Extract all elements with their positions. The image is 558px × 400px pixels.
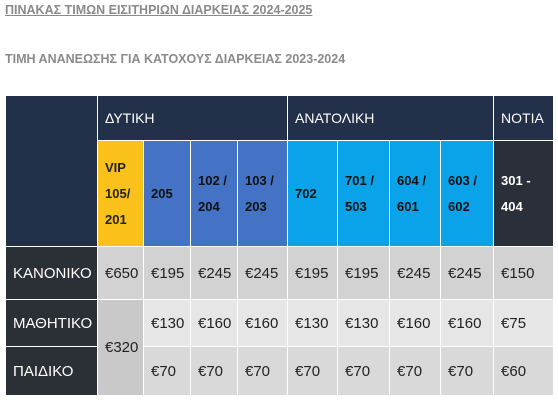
column-header: 102 / 204 [190,140,238,247]
subtitle: ΤΙΜΗ ΑΝΑΝΕΩΣΗΣ ΓΙΑ ΚΑΤΟΧΟΥΣ ΔΙΑΡΚΕΙΑΣ 20… [5,52,346,66]
column-header: VIP 105/ 201 [97,140,144,247]
price-cell: €195 [337,246,391,300]
column-header: 701 / 503 [337,140,391,247]
price-cell: €160 [389,299,442,347]
column-header: 603 / 602 [440,140,495,247]
price-cell: €70 [190,346,238,396]
price-cell: €320 [97,299,144,396]
group-header: ΝΟΤΙΑ [493,95,555,141]
column-header: 205 [143,140,191,247]
group-header: ΑΝΑΤΟΛΙΚΗ [287,95,495,141]
column-header: 604 / 601 [389,140,442,247]
group-header: ΔΥΤΙΚΗ [96,95,289,141]
price-cell: €150 [493,246,555,300]
price-cell: €650 [97,246,144,300]
page-title: ΠΙΝΑΚΑΣ ΤΙΜΩΝ ΕΙΣΙΤΗΡΙΩΝ ΔΙΑΡΚΕΙΑΣ 2024-… [5,3,313,17]
price-cell: €70 [287,346,339,396]
price-cell: €70 [337,346,391,396]
price-cell: €195 [287,246,339,300]
price-cell: €70 [236,346,289,396]
row-label: ΚΑΝΟΝΙΚΟ [5,246,98,300]
price-cell: €130 [337,299,391,347]
price-cell: €245 [440,246,495,300]
price-cell: €60 [493,346,555,396]
column-header: 301 - 404 [493,140,555,247]
row-label: ΠΑΙΔΙΚΟ [5,346,98,396]
price-cell: €70 [440,346,495,396]
price-cell: €70 [389,346,442,396]
price-cell: €245 [190,246,238,300]
price-cell: €245 [236,246,289,300]
price-cell: €245 [389,246,442,300]
price-cell: €160 [236,299,289,347]
column-header: 103 / 203 [236,140,289,247]
price-cell: €195 [143,246,191,300]
column-header: 702 [287,140,339,247]
price-cell: €70 [143,346,191,396]
row-label: ΜΑΘΗΤΙΚΟ [5,299,98,347]
price-cell: €160 [440,299,495,347]
price-cell: €130 [287,299,339,347]
price-cell: €160 [190,299,238,347]
price-table: ΔΥΤΙΚΗ ΑΝΑΤΟΛΙΚΗ ΝΟΤΙΑ VIP 105/ 201 205 … [5,95,555,396]
corner-cell [5,95,98,247]
price-cell: €75 [493,299,555,347]
price-cell: €130 [143,299,191,347]
